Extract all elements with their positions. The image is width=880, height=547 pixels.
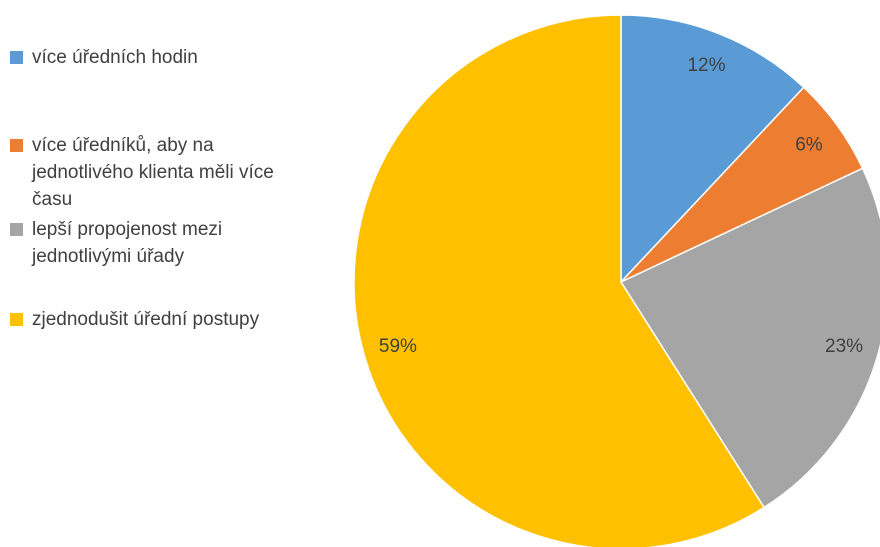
data-label: 59%: [379, 336, 417, 357]
pie-slice: [619, 167, 880, 509]
legend-swatch: [10, 51, 23, 64]
legend-item: zjednodušit úřední postupy: [10, 306, 310, 333]
legend-item: lepší propojenost mezi jednotlivými úřad…: [10, 216, 310, 270]
legend-label: více úředních hodin: [32, 47, 198, 68]
legend-item: více úředních hodin: [10, 44, 310, 71]
data-label: 23%: [825, 336, 863, 357]
pie-slice: [620, 14, 805, 284]
legend-label: lepší propojenost mezi jednotlivými úřad…: [32, 219, 223, 267]
legend-swatch: [10, 313, 23, 326]
legend-swatch: [10, 139, 23, 152]
legend-item: více úředníků, aby na jednotlivého klien…: [10, 132, 310, 213]
pie-slice: [353, 14, 766, 547]
data-label: 6%: [795, 134, 823, 155]
legend-label: zjednodušit úřední postupy: [32, 309, 260, 330]
data-label: 12%: [687, 55, 725, 76]
legend-label: více úředníků, aby na jednotlivého klien…: [32, 135, 274, 210]
legend-swatch: [10, 223, 23, 236]
